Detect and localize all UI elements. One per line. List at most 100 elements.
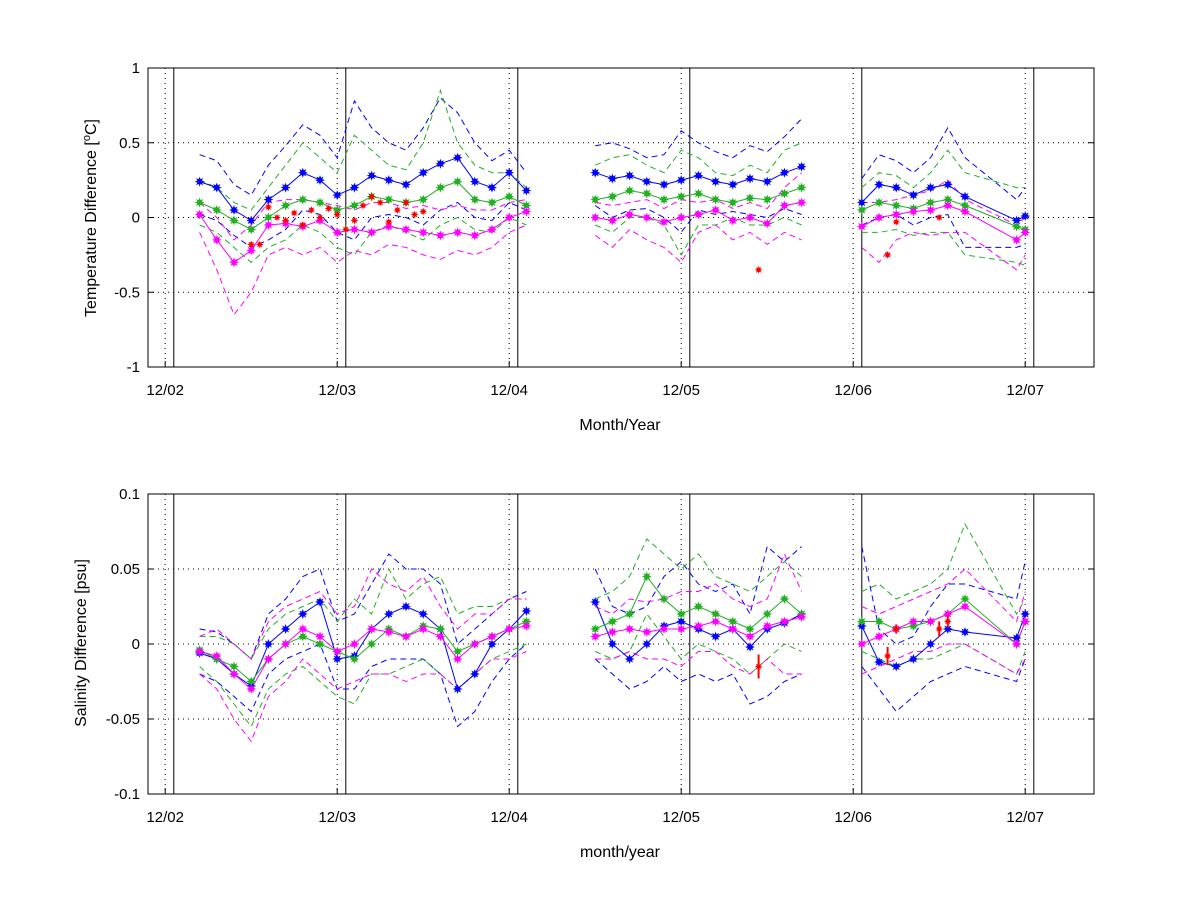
salinity-magenta-point-5 <box>280 639 291 649</box>
temperature-magenta-point-38 <box>942 200 953 211</box>
temperature-blue-point-1 <box>211 182 222 193</box>
temperature-green-point-35 <box>891 200 902 211</box>
salinity-magenta-point-39 <box>960 601 970 612</box>
temperature-magenta-point-12 <box>401 224 411 235</box>
temperature-blue-point-25 <box>676 175 687 186</box>
salinity-magenta-point-9 <box>349 639 360 649</box>
salinity-blue-point-6 <box>297 609 308 619</box>
salinity-green-point-7 <box>315 639 325 649</box>
temperature-magenta-point-30 <box>762 218 773 229</box>
temperature-bands <box>199 88 1026 316</box>
salinity-ytick-label-3: 0.05 <box>111 561 140 578</box>
salinity-red-point-3 <box>935 625 944 633</box>
temperature-series-points <box>194 152 1031 274</box>
temperature-blue-point-29 <box>745 173 755 184</box>
temperature-magenta-point-26 <box>693 209 704 220</box>
temperature-red-point-6 <box>298 221 307 229</box>
salinity-magenta-point-27 <box>710 616 721 627</box>
salinity-xtick-label-0: 12/02 <box>146 809 184 826</box>
salinity-magenta-point-1 <box>211 651 222 661</box>
temperature-y-axis-label-end: C] <box>83 119 100 135</box>
temperature-magenta-point-31 <box>779 200 790 211</box>
temperature-y-axis-label-sup: o <box>81 135 93 141</box>
temperature-red-point-9 <box>324 204 333 213</box>
temperature-red-point-3 <box>273 213 281 222</box>
salinity-green-point-30 <box>762 609 773 619</box>
salinity-blue-point-29 <box>745 642 755 652</box>
salinity-blue-point-13 <box>418 609 429 619</box>
salinity-magenta-point-6 <box>297 624 308 634</box>
salinity-magenta-point-34 <box>874 631 884 642</box>
temperature-magenta-point-0 <box>194 209 205 220</box>
salinity-y-axis-label: Salinity Difference [psu] <box>73 559 90 727</box>
temperature-magenta-point-25 <box>676 212 687 223</box>
temperature-magenta-point-24 <box>659 217 669 227</box>
salinity-ticks: -0.1 -0.05 0 0.05 0.1 12/02 12/03 12/04 12/05 12/… <box>106 486 1094 826</box>
salinity-xtick-label-1: 12/03 <box>318 809 356 826</box>
temperature-magenta-point-14 <box>435 230 446 241</box>
salinity-magenta-point-11 <box>383 627 394 637</box>
salinity-ytick-label-2: 0 <box>132 636 140 653</box>
salinity-blue-point-17 <box>487 639 497 649</box>
temperature-blue-point-35 <box>891 182 902 193</box>
temperature-magenta-point-21 <box>607 215 618 226</box>
salinity-magenta-point-33 <box>856 639 867 649</box>
temperature-green-point-16 <box>469 194 480 205</box>
temperature-green-point-15 <box>452 176 463 187</box>
temperature-green-point-38 <box>942 194 953 205</box>
temperature-green-point-7 <box>315 197 325 208</box>
temperature-blue-point-26 <box>693 170 704 181</box>
temperature-blue-point-33 <box>856 197 867 208</box>
salinity-magenta-point-16 <box>469 639 480 649</box>
temperature-green-point-39 <box>960 200 970 211</box>
temperature-green-point-19 <box>521 200 532 211</box>
salinity-magenta-point-26 <box>693 621 704 631</box>
salinity-green-point-27 <box>710 609 721 619</box>
salinity-magenta-point-13 <box>418 624 429 634</box>
salinity-magenta-point-31 <box>779 616 790 627</box>
temperature-magenta-point-19 <box>521 206 532 217</box>
salinity-blue-point-20 <box>590 597 601 607</box>
salinity-magenta-point-8 <box>332 646 343 657</box>
salinity-green-point-21 <box>607 616 618 627</box>
salinity-green-point-33 <box>856 616 867 627</box>
salinity-green-point-15 <box>452 646 463 657</box>
salinity-green-point-2 <box>229 661 239 672</box>
salinity-blue-point-7 <box>315 597 325 607</box>
temperature-magenta-point-20 <box>590 212 601 223</box>
temperature-blue-point-2 <box>229 205 239 215</box>
temperature-magenta-point-18 <box>504 212 515 223</box>
temperature-red-point-1 <box>255 240 264 249</box>
temperature-green-point-31 <box>779 188 790 199</box>
salinity-green-point-20 <box>590 624 601 634</box>
temperature-blue-point-22 <box>624 170 635 181</box>
temperature-ytick-label-1: -0.5 <box>114 284 140 301</box>
temperature-green-point-27 <box>710 194 721 205</box>
salinity-magenta-point-4 <box>263 654 274 664</box>
salinity-magenta-point-12 <box>401 631 411 642</box>
temperature-magenta-point-32 <box>796 197 807 208</box>
salinity-magenta-point-32 <box>796 612 807 622</box>
temperature-green-point-18 <box>504 191 515 202</box>
salinity-green-point-28 <box>727 616 738 627</box>
temperature-y-axis-label-main: Temperature Difference [ <box>83 141 100 317</box>
temperature-magenta-point-29 <box>745 212 755 223</box>
salinity-blue-point-36 <box>908 654 919 664</box>
salinity-blue-point-21 <box>607 639 618 649</box>
salinity-blue-point-34 <box>874 657 884 667</box>
salinity-green-point-6 <box>297 631 308 642</box>
temperature-xtick-label-3: 12/05 <box>662 382 700 399</box>
temperature-red-point-4 <box>281 216 290 225</box>
temperature-magenta-point-39 <box>960 206 970 217</box>
salinity-blue-point-5 <box>280 624 291 634</box>
temperature-red-point-5 <box>290 209 299 217</box>
temperature-green-point-11 <box>383 194 394 205</box>
temperature-green-point-9 <box>349 200 360 211</box>
salinity-magenta-point-23 <box>641 627 652 637</box>
temperature-red-point-16 <box>384 218 393 226</box>
temperature-blue-point-13 <box>418 167 429 178</box>
temperature-blue-point-32 <box>796 161 807 172</box>
salinity-magenta-point-17 <box>487 631 497 642</box>
salinity-blue-point-35 <box>891 661 902 672</box>
